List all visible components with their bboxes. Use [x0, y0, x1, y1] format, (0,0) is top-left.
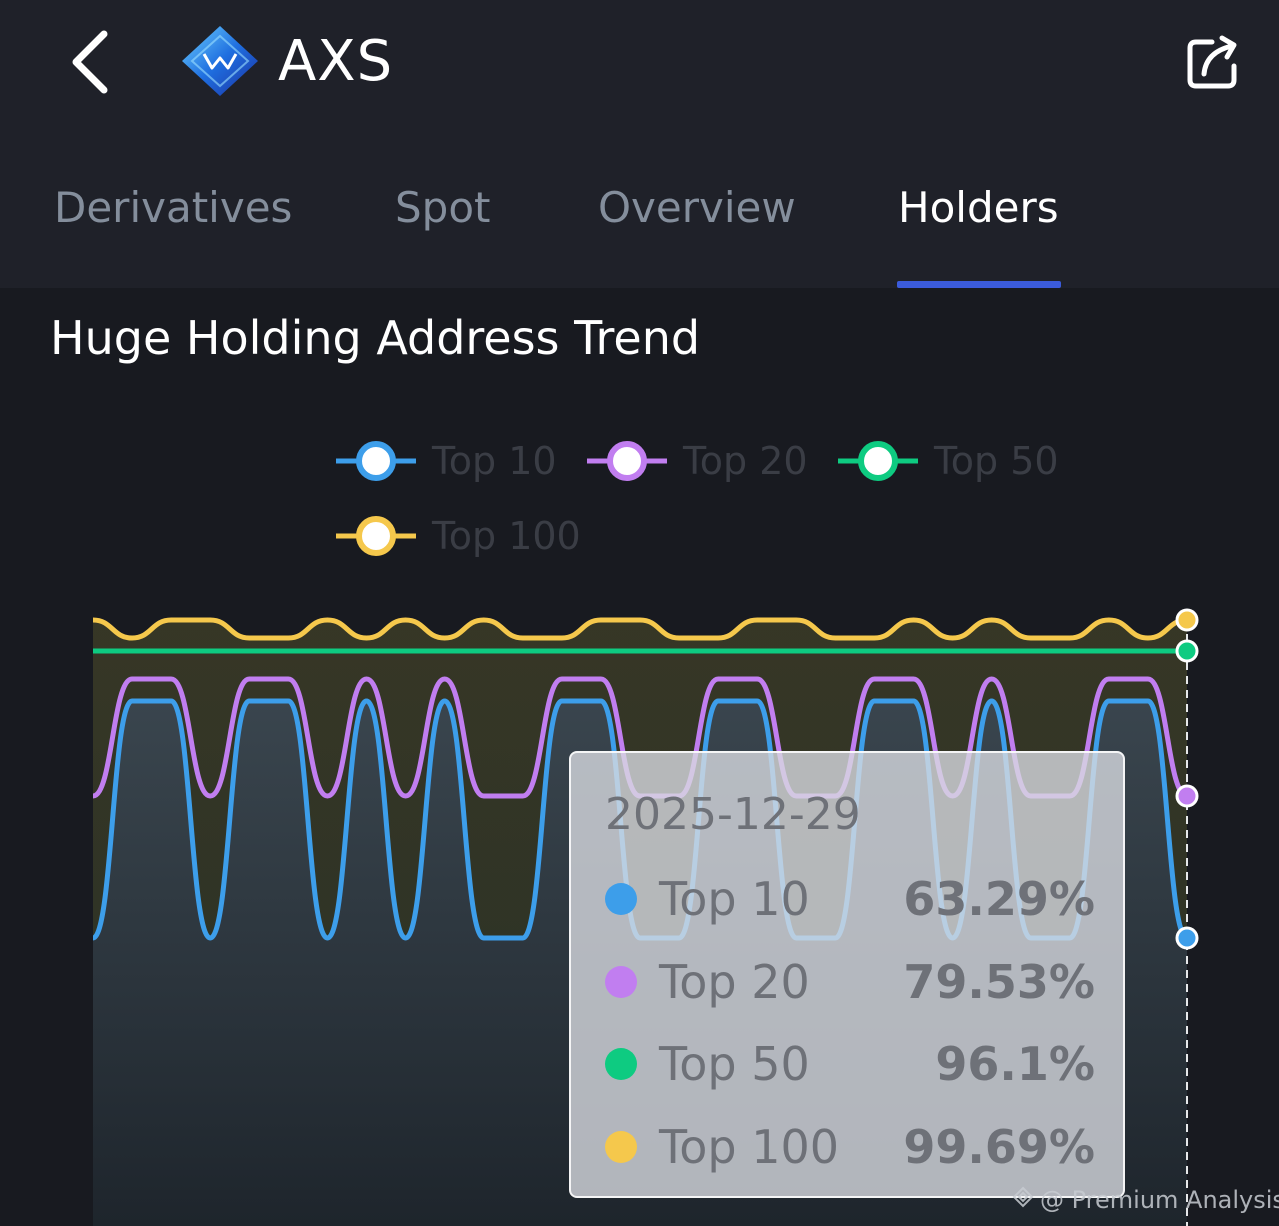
tooltip-series-value: 99.69%: [903, 1120, 1095, 1174]
tooltip-series-name: Top 20: [659, 955, 810, 1009]
legend-marker-icon: [587, 441, 667, 481]
legend-label: Top 20: [683, 439, 808, 483]
share-button[interactable]: [1182, 30, 1246, 94]
tooltip-row-top-100: Top 100 99.69%: [605, 1117, 1095, 1177]
tab-overview[interactable]: Overview: [598, 183, 796, 232]
axs-logo-icon: [180, 24, 260, 98]
tooltip-row-top-10: Top 10 63.29%: [605, 869, 1095, 929]
series-line-top-100: [92, 617, 1188, 641]
tooltip-series-name: Top 10: [659, 872, 810, 926]
tab-spot[interactable]: Spot: [395, 183, 491, 232]
legend-top-50[interactable]: Top 50: [836, 431, 1066, 491]
tooltip-row-top-50: Top 50 96.1%: [605, 1034, 1095, 1094]
section-title: Huge Holding Address Trend: [50, 311, 701, 365]
legend-label: Top 50: [934, 439, 1059, 483]
back-button[interactable]: [60, 26, 124, 98]
legend-marker-icon: [336, 441, 416, 481]
legend-label: Top 100: [432, 514, 581, 558]
series-dot-icon: [605, 966, 637, 998]
tab-derivatives[interactable]: Derivatives: [54, 183, 293, 232]
tooltip-series-name: Top 50: [659, 1037, 810, 1091]
tooltip-series-value: 63.29%: [903, 872, 1095, 926]
chevron-left-icon: [72, 30, 108, 94]
data-point-top-50[interactable]: [1175, 639, 1199, 663]
share-icon: [1187, 35, 1237, 89]
legend-top-20[interactable]: Top 20: [585, 431, 815, 491]
series-dot-icon: [605, 883, 637, 915]
watermark: @ Premium Analysis: [1012, 1180, 1279, 1220]
top-bar: AXS Derivatives Spot Overview Holders: [0, 0, 1279, 288]
watermark-text: @ Premium Analysis: [1040, 1186, 1279, 1214]
tooltip-series-name: Top 100: [659, 1120, 840, 1174]
tab-holders[interactable]: Holders: [898, 183, 1059, 232]
legend-marker-icon: [336, 516, 416, 556]
active-tab-indicator: [897, 281, 1061, 288]
legend-marker-icon: [838, 441, 918, 481]
data-point-top-100[interactable]: [1175, 608, 1199, 632]
tooltip-date: 2025-12-29: [605, 789, 861, 840]
tooltip-row-top-20: Top 20 79.53%: [605, 952, 1095, 1012]
legend-top-10[interactable]: Top 10: [334, 431, 564, 491]
binance-diamond-icon: [1012, 1180, 1034, 1220]
data-point-top-20[interactable]: [1175, 784, 1199, 808]
series-dot-icon: [605, 1131, 637, 1163]
tooltip-series-value: 79.53%: [903, 955, 1095, 1009]
tooltip-series-value: 96.1%: [935, 1037, 1095, 1091]
legend-label: Top 10: [432, 439, 557, 483]
coin-title: AXS: [278, 29, 394, 94]
data-point-top-10[interactable]: [1175, 926, 1199, 950]
series-dot-icon: [605, 1048, 637, 1080]
chart-tooltip: 2025-12-29 Top 10 63.29% Top 20 79.53% T…: [569, 751, 1125, 1198]
legend-top-100[interactable]: Top 100: [334, 506, 594, 566]
